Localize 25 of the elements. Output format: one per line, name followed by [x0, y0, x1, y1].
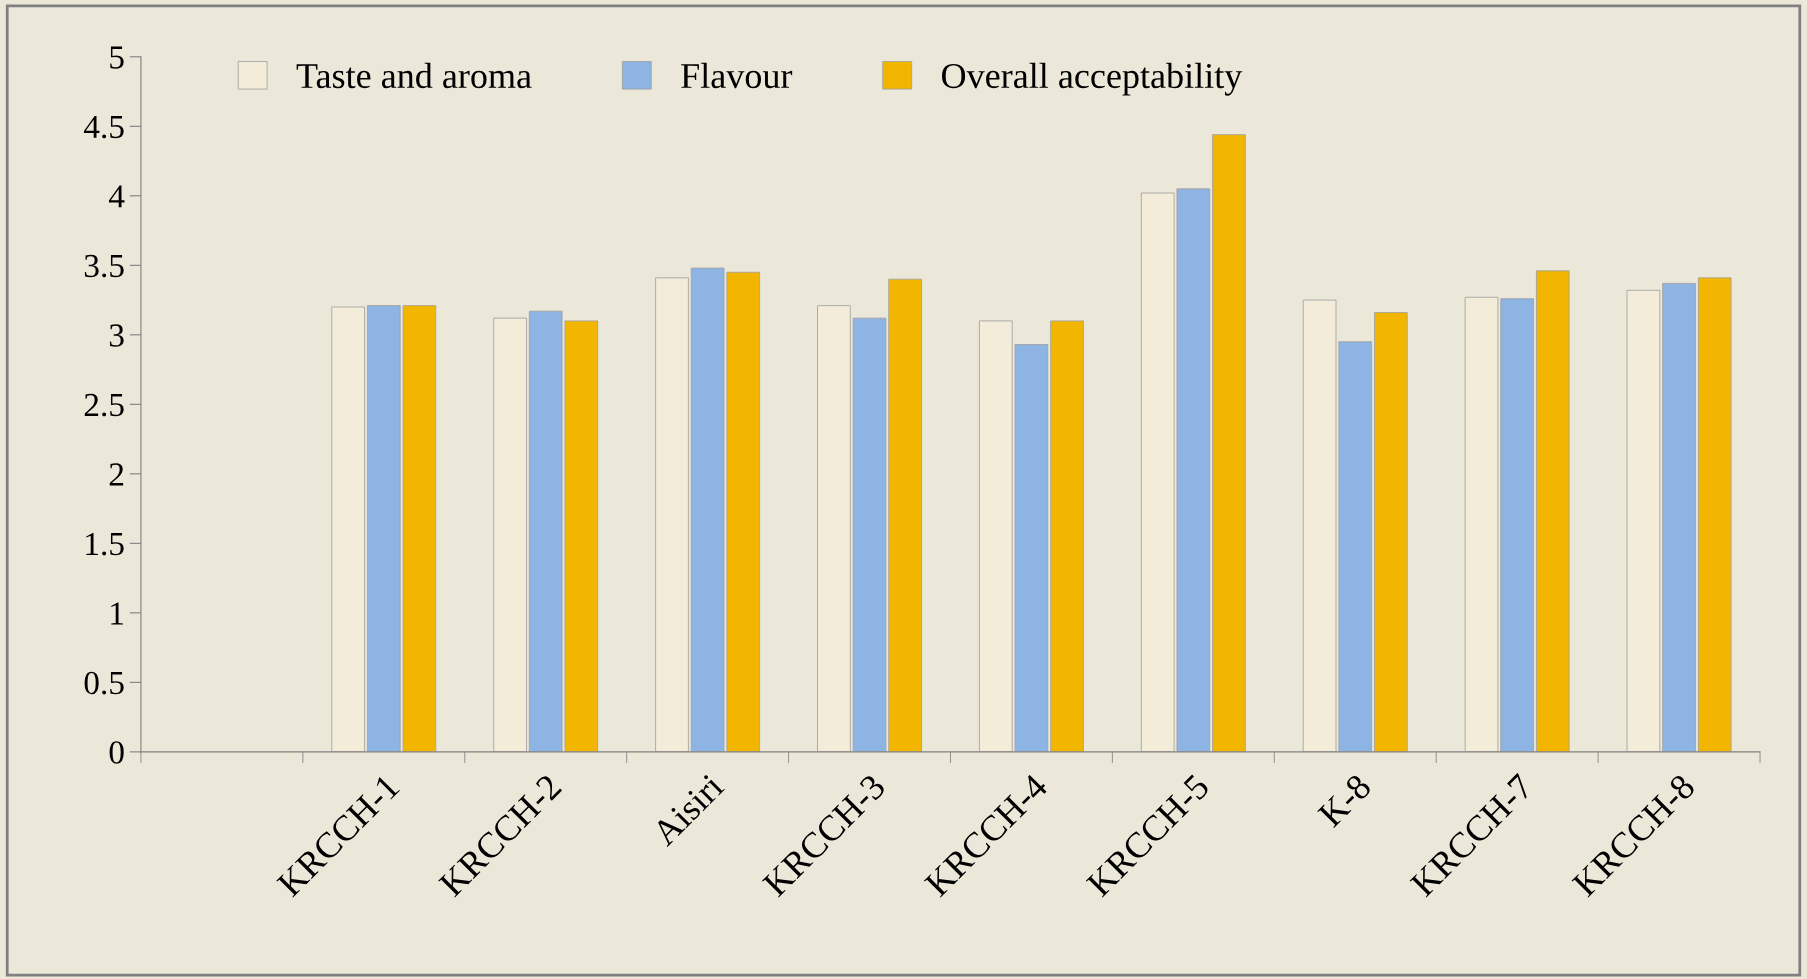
y-tick-label: 0 [109, 741, 124, 764]
bar [655, 277, 689, 752]
x-tick-label: K-8 [1317, 773, 1373, 829]
y-tick-label: 3.5 [84, 254, 124, 278]
bar [1697, 277, 1732, 752]
y-tick-label: 4 [108, 185, 125, 208]
y-tick-label: 4.5 [83, 115, 124, 139]
bar [1535, 270, 1570, 752]
bar [493, 317, 527, 752]
y-tick-label: 2.5 [84, 393, 124, 417]
y-tick-label: 2 [109, 463, 124, 486]
legend-label: Flavour [681, 62, 793, 89]
bar [1212, 134, 1246, 752]
y-tick-label: 5 [110, 46, 124, 69]
y-tick-label: 1.5 [86, 532, 124, 556]
y-tick-label: 1 [111, 602, 123, 625]
bar [331, 306, 365, 752]
bar [1626, 289, 1661, 752]
bar [1374, 312, 1408, 752]
legend-label: Taste and aroma [296, 62, 532, 89]
y-tick-label: 0.5 [84, 671, 124, 695]
bar [1662, 282, 1696, 752]
bar [1050, 320, 1084, 752]
y-tick-label: 3 [109, 324, 124, 347]
legend-label: Overall acceptability [942, 62, 1243, 96]
